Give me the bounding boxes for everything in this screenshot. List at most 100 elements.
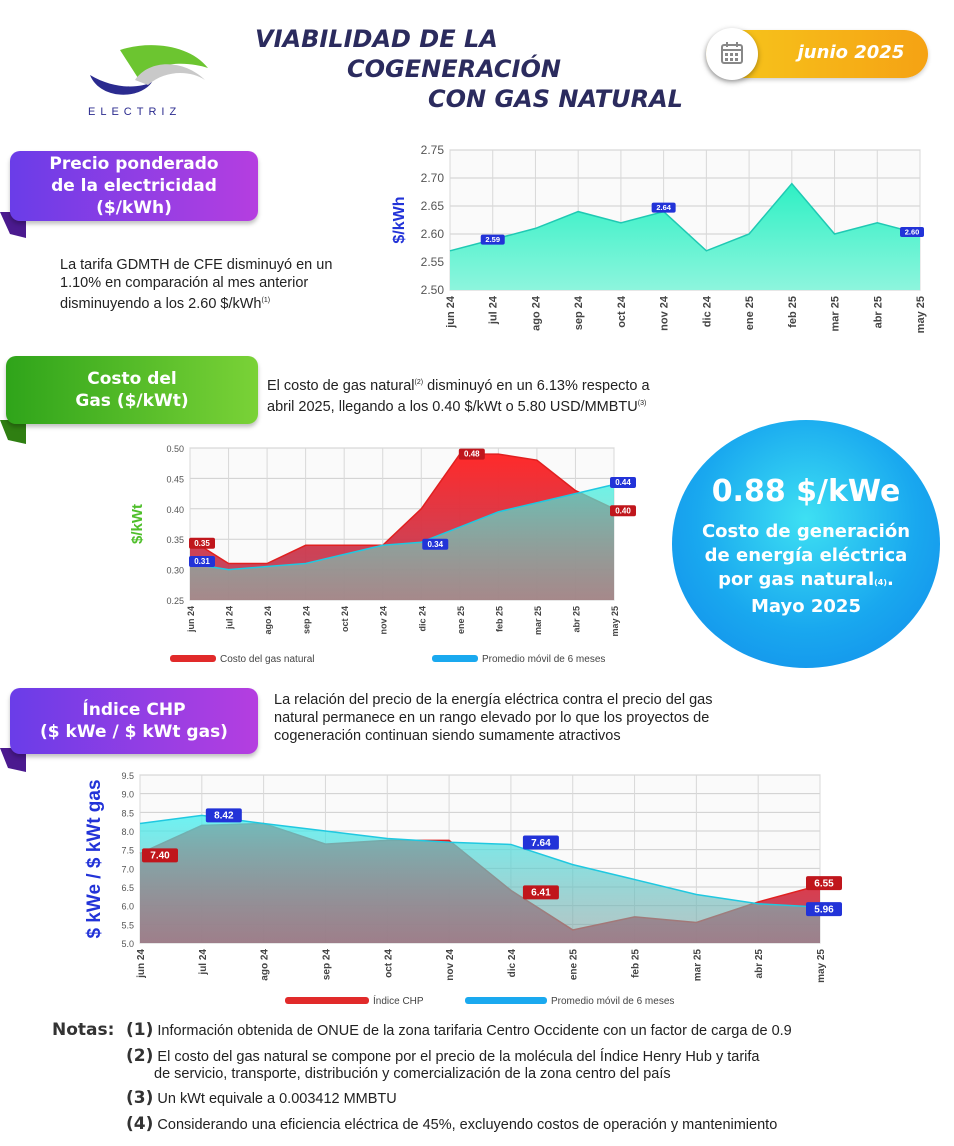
y-tick-label: 8.0 bbox=[121, 827, 134, 837]
note-item: (4) Considerando una eficiencia eléctric… bbox=[126, 1114, 777, 1134]
x-tick-label: nov 24 bbox=[659, 295, 671, 331]
banner-line: Gas ($/kWt) bbox=[75, 391, 189, 411]
y-axis-label: $/kWt bbox=[129, 504, 146, 544]
banner-line: ($/kWh) bbox=[96, 198, 172, 218]
data-label: 7.40 bbox=[150, 851, 170, 862]
text-line: La tarifa GDMTH de CFE disminuyó en un bbox=[60, 257, 333, 273]
note-item: (2) El costo del gas natural se compone … bbox=[126, 1046, 759, 1066]
note-number: (3) bbox=[126, 1088, 154, 1108]
page-title-line2: COGENERACIÓN bbox=[347, 55, 561, 83]
text-line: disminuyendo a los 2.60 $/kWh(1) bbox=[60, 292, 332, 313]
data-label: 2.60 bbox=[905, 228, 920, 237]
footnote-ref: (4) bbox=[874, 578, 888, 587]
data-label-bg bbox=[458, 448, 485, 460]
y-axis-label: $/kWh bbox=[391, 196, 408, 243]
series-line bbox=[189, 483, 615, 571]
note-text: El costo del gas natural se compone por … bbox=[157, 1049, 760, 1065]
data-label: 2.64 bbox=[656, 203, 671, 212]
data-label: 0.40 bbox=[615, 506, 631, 515]
legend-label: Índice CHP bbox=[373, 994, 424, 1007]
y-tick-label: 2.70 bbox=[421, 171, 445, 185]
note-number: (2) bbox=[126, 1046, 154, 1066]
x-tick-label: ene 25 bbox=[456, 606, 466, 634]
x-tick-label: may 25 bbox=[915, 296, 927, 333]
y-tick-label: 0.30 bbox=[166, 566, 184, 576]
kpi-line: Costo de generación bbox=[701, 521, 911, 542]
banner-fold bbox=[0, 748, 26, 772]
banner-line: Precio ponderado bbox=[49, 154, 219, 174]
y-tick-label: 0.35 bbox=[166, 535, 184, 545]
banner-line: Costo del bbox=[87, 369, 177, 389]
x-tick-label: ago 24 bbox=[530, 295, 542, 331]
page-title-line1: VIABILIDAD DE LA bbox=[255, 25, 498, 53]
series-line bbox=[189, 453, 615, 565]
data-label: 6.41 bbox=[531, 888, 551, 899]
kpi-value: 0.88 $/kWe bbox=[711, 474, 901, 509]
data-label: 7.64 bbox=[531, 838, 551, 849]
note-item: (3) Un kWt equivale a 0.003412 MMBTU bbox=[126, 1088, 397, 1108]
data-label-bg bbox=[189, 556, 215, 568]
series-area bbox=[190, 484, 614, 600]
x-tick-label: mar 25 bbox=[830, 296, 842, 331]
y-tick-label: 6.5 bbox=[121, 883, 134, 893]
y-tick-label: 9.0 bbox=[121, 790, 134, 800]
x-tick-label: oct 24 bbox=[340, 606, 350, 632]
footnote-ref: (1) bbox=[261, 297, 271, 304]
data-label: 0.48 bbox=[464, 450, 480, 459]
x-tick-label: nov 24 bbox=[379, 606, 389, 635]
logo-mark bbox=[90, 45, 208, 95]
legend-label: Promedio móvil de 6 meses bbox=[551, 996, 674, 1007]
data-label-bg bbox=[522, 885, 559, 900]
y-tick-label: 2.75 bbox=[421, 143, 445, 157]
electricity-description: La tarifa GDMTH de CFE disminuyó en un 1… bbox=[60, 256, 332, 313]
legend-swatch bbox=[465, 997, 547, 1004]
note-text: Un kWt equivale a 0.003412 MMBTU bbox=[157, 1091, 397, 1107]
data-label-bg bbox=[806, 876, 842, 891]
x-tick-label: abr 25 bbox=[754, 949, 765, 979]
text-line: disminuyendo a los 2.60 $/kWh bbox=[60, 295, 262, 312]
legend-label: Promedio móvil de 6 meses bbox=[482, 654, 605, 665]
legend-label: Costo del gas natural bbox=[220, 654, 315, 665]
x-tick-label: jun 24 bbox=[445, 295, 457, 329]
y-tick-label: 8.5 bbox=[121, 808, 134, 818]
x-tick-label: dic 24 bbox=[417, 606, 427, 632]
kpi-description: Costo de generación de energía eléctrica… bbox=[682, 520, 930, 619]
text-line: disminuyó en un 6.13% respecto a bbox=[423, 377, 650, 394]
x-tick-label: sep 24 bbox=[321, 949, 332, 981]
data-label: 0.34 bbox=[427, 540, 443, 549]
electriz-logo: ELECTRIZ bbox=[80, 40, 220, 120]
x-tick-label: may 25 bbox=[816, 949, 827, 983]
date-badge: junio 2025 bbox=[706, 28, 928, 80]
x-tick-label: sep 24 bbox=[302, 606, 312, 634]
data-label-bg bbox=[422, 538, 449, 550]
data-label-bg bbox=[522, 835, 559, 850]
data-label-bg bbox=[480, 234, 505, 245]
series-area bbox=[140, 815, 820, 943]
y-tick-label: 5.0 bbox=[121, 939, 134, 949]
x-tick-label: jul 24 bbox=[488, 295, 500, 325]
x-tick-label: jun 24 bbox=[136, 949, 147, 979]
x-tick-label: jul 24 bbox=[198, 949, 209, 976]
section-banner-electricity: Precio ponderado de la electricidad ($/k… bbox=[10, 151, 258, 221]
kpi-line: Mayo 2025 bbox=[751, 596, 861, 617]
x-tick-label: oct 24 bbox=[616, 295, 628, 328]
note-text: de servicio, transporte, distribución y … bbox=[154, 1066, 671, 1082]
kpi-dot: . bbox=[887, 569, 894, 590]
logo-text: ELECTRIZ bbox=[88, 106, 182, 118]
note-item: (1) Información obtenida de ONUE de la z… bbox=[126, 1020, 792, 1040]
data-label-bg bbox=[806, 902, 842, 917]
y-tick-label: 7.0 bbox=[121, 864, 134, 874]
y-axis-label: $ kWe / $ kWt gas bbox=[84, 779, 105, 938]
legend-swatch bbox=[285, 997, 369, 1004]
x-tick-label: jul 24 bbox=[225, 606, 235, 630]
footnote-ref: (3) bbox=[637, 399, 647, 407]
x-tick-label: ago 24 bbox=[263, 606, 273, 635]
y-tick-label: 2.60 bbox=[421, 227, 445, 241]
data-label-bg bbox=[900, 227, 924, 237]
note-number: (4) bbox=[126, 1114, 154, 1134]
data-label-bg bbox=[142, 848, 178, 863]
y-tick-label: 9.5 bbox=[121, 771, 134, 781]
data-label: 0.35 bbox=[194, 539, 210, 548]
kpi-line: de energía eléctrica bbox=[704, 545, 908, 566]
